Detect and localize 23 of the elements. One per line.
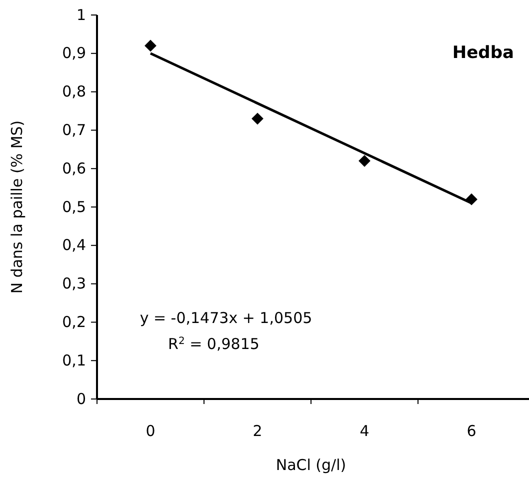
y-tick-label: 0,5 [62, 198, 86, 216]
y-tick-label: 1 [76, 6, 86, 24]
y-tick-label: 0,6 [62, 159, 86, 178]
y-tick-label: 0,4 [62, 236, 86, 254]
y-tick-label: 0 [76, 390, 86, 408]
y-tick-label: 0,7 [62, 121, 86, 139]
x-tick-label: 2 [252, 422, 262, 440]
annotation: y = -0,1473x + 1,0505 [140, 309, 312, 327]
x-tick-label: 0 [146, 422, 156, 440]
y-tick-label: 0,1 [62, 351, 86, 370]
y-tick-label: 0,2 [62, 313, 86, 331]
x-axis-title: NaCl (g/l) [276, 456, 346, 474]
y-tick-label: 0,9 [62, 44, 86, 62]
y-tick-label: 0,3 [62, 274, 86, 293]
y-axis-title: N dans la paille (% MS) [8, 120, 26, 294]
text: Hedba [452, 43, 514, 63]
y-tick-label: 0,8 [62, 82, 86, 101]
point [358, 154, 370, 167]
annotation: R$^{2}$ = 0,9815 [168, 335, 260, 353]
x-tick-label: 4 [360, 422, 370, 440]
point [252, 112, 264, 125]
point [144, 40, 156, 52]
x-tick-label: 6 [466, 422, 476, 440]
